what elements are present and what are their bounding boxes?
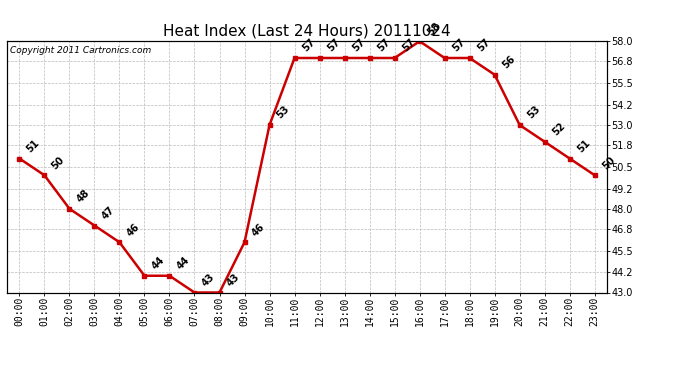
Text: 50: 50 xyxy=(600,154,617,171)
Text: Copyright 2011 Cartronics.com: Copyright 2011 Cartronics.com xyxy=(10,46,151,55)
Text: 57: 57 xyxy=(475,37,492,54)
Title: Heat Index (Last 24 Hours) 20111024: Heat Index (Last 24 Hours) 20111024 xyxy=(164,24,451,39)
Text: 51: 51 xyxy=(25,138,41,154)
Text: 56: 56 xyxy=(500,54,517,70)
Text: 57: 57 xyxy=(450,37,467,54)
Text: 57: 57 xyxy=(375,37,392,54)
Text: 58: 58 xyxy=(425,20,442,37)
Text: 50: 50 xyxy=(50,154,67,171)
Text: 57: 57 xyxy=(400,37,417,54)
Text: 51: 51 xyxy=(575,138,592,154)
Text: 48: 48 xyxy=(75,188,92,205)
Text: 43: 43 xyxy=(225,272,241,288)
Text: 44: 44 xyxy=(150,255,167,272)
Text: 43: 43 xyxy=(200,272,217,288)
Text: 53: 53 xyxy=(525,104,542,121)
Text: 57: 57 xyxy=(325,37,342,54)
Text: 52: 52 xyxy=(550,121,567,138)
Text: 46: 46 xyxy=(125,222,141,238)
Text: 47: 47 xyxy=(100,205,117,221)
Text: 44: 44 xyxy=(175,255,192,272)
Text: 46: 46 xyxy=(250,222,267,238)
Text: 57: 57 xyxy=(300,37,317,54)
Text: 57: 57 xyxy=(350,37,367,54)
Text: 53: 53 xyxy=(275,104,292,121)
